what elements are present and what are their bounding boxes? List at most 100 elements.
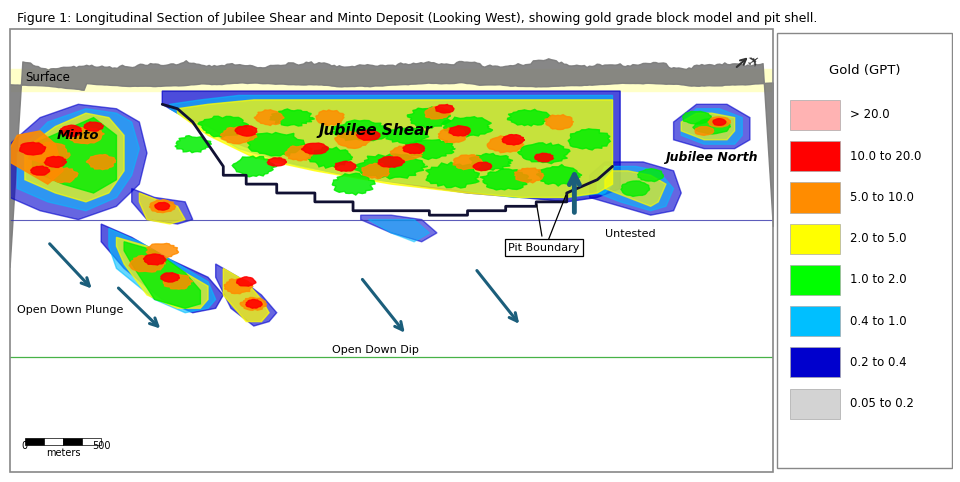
Text: 2.0 to 5.0: 2.0 to 5.0 (851, 232, 907, 245)
Polygon shape (502, 134, 525, 145)
Bar (63, 438, 83, 445)
Text: 0.2 to 0.4: 0.2 to 0.4 (851, 356, 907, 369)
Polygon shape (10, 104, 147, 220)
Polygon shape (682, 113, 734, 140)
Text: 500: 500 (92, 442, 110, 451)
Polygon shape (221, 127, 256, 144)
Polygon shape (10, 131, 63, 184)
Polygon shape (175, 135, 211, 153)
Polygon shape (86, 155, 115, 170)
Text: 1.0 to 2.0: 1.0 to 2.0 (851, 273, 907, 286)
Polygon shape (254, 110, 284, 125)
Text: Jubilee Shear: Jubilee Shear (319, 123, 433, 138)
Polygon shape (407, 107, 450, 128)
Polygon shape (26, 143, 70, 163)
Polygon shape (597, 166, 674, 211)
Polygon shape (162, 91, 620, 202)
Polygon shape (488, 135, 524, 153)
Bar (790, 388, 840, 419)
Bar (790, 141, 840, 171)
Bar (790, 306, 840, 336)
Bar (790, 182, 840, 213)
Polygon shape (31, 166, 50, 175)
Polygon shape (44, 157, 67, 167)
Bar (25, 438, 44, 445)
Text: ✈: ✈ (744, 53, 763, 72)
Polygon shape (439, 128, 468, 143)
Text: 10.0 to 20.0: 10.0 to 20.0 (851, 150, 922, 163)
Polygon shape (124, 242, 201, 308)
Polygon shape (480, 169, 532, 190)
Polygon shape (236, 277, 256, 286)
Polygon shape (354, 154, 427, 179)
Polygon shape (674, 104, 750, 148)
Polygon shape (139, 193, 185, 224)
Polygon shape (469, 153, 513, 170)
Text: Untested: Untested (605, 229, 656, 240)
Polygon shape (108, 228, 216, 313)
Bar (83, 438, 101, 445)
Text: > 20.0: > 20.0 (851, 108, 890, 121)
Polygon shape (33, 118, 116, 193)
Polygon shape (270, 109, 315, 126)
Bar (790, 100, 840, 130)
Polygon shape (515, 168, 543, 183)
Polygon shape (473, 162, 492, 171)
Polygon shape (537, 164, 582, 186)
Bar (790, 224, 840, 254)
Polygon shape (568, 129, 611, 150)
Polygon shape (163, 274, 193, 289)
Polygon shape (198, 116, 249, 137)
Text: 0: 0 (22, 442, 28, 451)
Polygon shape (332, 173, 375, 195)
Text: 0.4 to 1.0: 0.4 to 1.0 (851, 315, 907, 328)
Bar (10, 69, 773, 91)
Text: Gold (GPT): Gold (GPT) (828, 65, 900, 78)
Polygon shape (508, 109, 551, 126)
Polygon shape (49, 168, 78, 183)
Polygon shape (150, 200, 176, 213)
Polygon shape (453, 155, 482, 170)
Polygon shape (232, 156, 276, 177)
Polygon shape (386, 128, 429, 144)
Polygon shape (17, 109, 139, 211)
Polygon shape (301, 143, 328, 154)
Polygon shape (331, 120, 391, 141)
Polygon shape (449, 126, 470, 136)
Text: Open Down Plunge: Open Down Plunge (17, 305, 124, 315)
Polygon shape (132, 188, 193, 224)
Polygon shape (695, 127, 714, 135)
Polygon shape (84, 122, 104, 131)
Polygon shape (216, 264, 276, 326)
Bar (790, 348, 840, 377)
Polygon shape (225, 279, 253, 294)
Polygon shape (682, 109, 742, 144)
Text: Jubilee North: Jubilee North (665, 151, 758, 164)
Polygon shape (637, 169, 663, 182)
Polygon shape (405, 140, 455, 160)
Bar (790, 265, 840, 295)
Polygon shape (19, 142, 46, 155)
Text: 0.05 to 0.2: 0.05 to 0.2 (851, 397, 914, 410)
Polygon shape (170, 95, 612, 198)
Text: Open Down Dip: Open Down Dip (332, 345, 420, 355)
Polygon shape (605, 171, 666, 206)
Text: Figure 1: Longitudinal Section of Jubilee Shear and Minto Deposit (Looking West): Figure 1: Longitudinal Section of Jubile… (17, 12, 818, 25)
Polygon shape (143, 254, 166, 265)
Polygon shape (178, 100, 612, 198)
Polygon shape (246, 299, 262, 308)
Text: Surface: Surface (25, 71, 70, 84)
Polygon shape (101, 224, 224, 313)
Polygon shape (25, 113, 124, 202)
Polygon shape (361, 215, 437, 242)
Polygon shape (403, 144, 425, 153)
Text: meters: meters (46, 447, 81, 457)
Polygon shape (693, 119, 731, 134)
Polygon shape (713, 119, 726, 125)
Polygon shape (425, 162, 479, 188)
Polygon shape (391, 145, 422, 161)
Polygon shape (161, 273, 180, 282)
Polygon shape (436, 105, 454, 113)
Polygon shape (621, 181, 650, 196)
Polygon shape (535, 153, 553, 162)
